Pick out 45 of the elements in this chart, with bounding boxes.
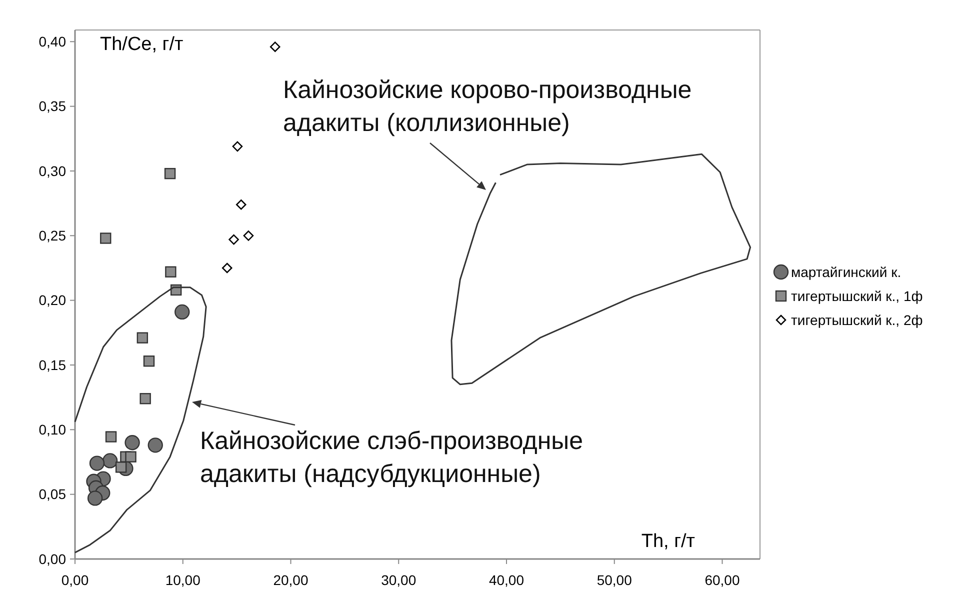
x-axis-title: Th, г/т [641, 531, 696, 552]
point [228, 234, 239, 245]
point [100, 232, 112, 244]
point [232, 141, 243, 152]
x-tick-label: 60,00 [704, 572, 740, 588]
point [89, 456, 105, 471]
legend-label: мартайгинский к. [791, 264, 902, 280]
y-tick-label: 0,25 [38, 228, 66, 244]
x-tick-label: 30,00 [381, 572, 416, 588]
point [102, 453, 118, 468]
y-axis-title: Th/Ce, г/т [100, 34, 184, 55]
x-tick-label: 10,00 [165, 572, 201, 588]
y-tick-label: 0,35 [38, 98, 66, 114]
y-tick-label: 0,20 [38, 292, 66, 308]
y-tick-label: 0,05 [38, 486, 66, 502]
annotation: Кайнозойские корово-производные адакиты (коллизионные) [283, 76, 692, 137]
point [165, 266, 176, 278]
point [148, 438, 163, 453]
point [222, 262, 232, 274]
point [140, 393, 151, 404]
point [270, 42, 280, 52]
x-tick-label: 0,00 [61, 572, 89, 588]
point [243, 230, 254, 241]
point [87, 490, 103, 506]
legend-label: тигертышский к., 2ф [791, 312, 923, 328]
annotation: Кайнозойские слэб-производные адакиты (надсубдукционные) [200, 427, 584, 488]
point [143, 356, 155, 367]
x-tick-label: 40,00 [488, 572, 524, 588]
point [136, 332, 148, 344]
point [124, 434, 140, 450]
point [115, 462, 127, 473]
y-tick-label: 0,15 [38, 356, 66, 373]
y-tick-label: 0,00 [38, 550, 66, 567]
point [174, 304, 190, 320]
point [164, 168, 176, 180]
point [105, 431, 117, 442]
y-tick-label: 0,40 [38, 34, 66, 50]
y-tick-label: 0,10 [38, 422, 66, 438]
point [125, 451, 136, 462]
x-tick-label: 50,00 [596, 572, 632, 588]
legend-label: тигертышский к., 1ф [791, 288, 923, 304]
y-tick-label: 0,30 [38, 162, 66, 179]
line-series [450, 153, 752, 386]
point [236, 199, 246, 210]
x-tick-label: 20,00 [273, 572, 308, 588]
